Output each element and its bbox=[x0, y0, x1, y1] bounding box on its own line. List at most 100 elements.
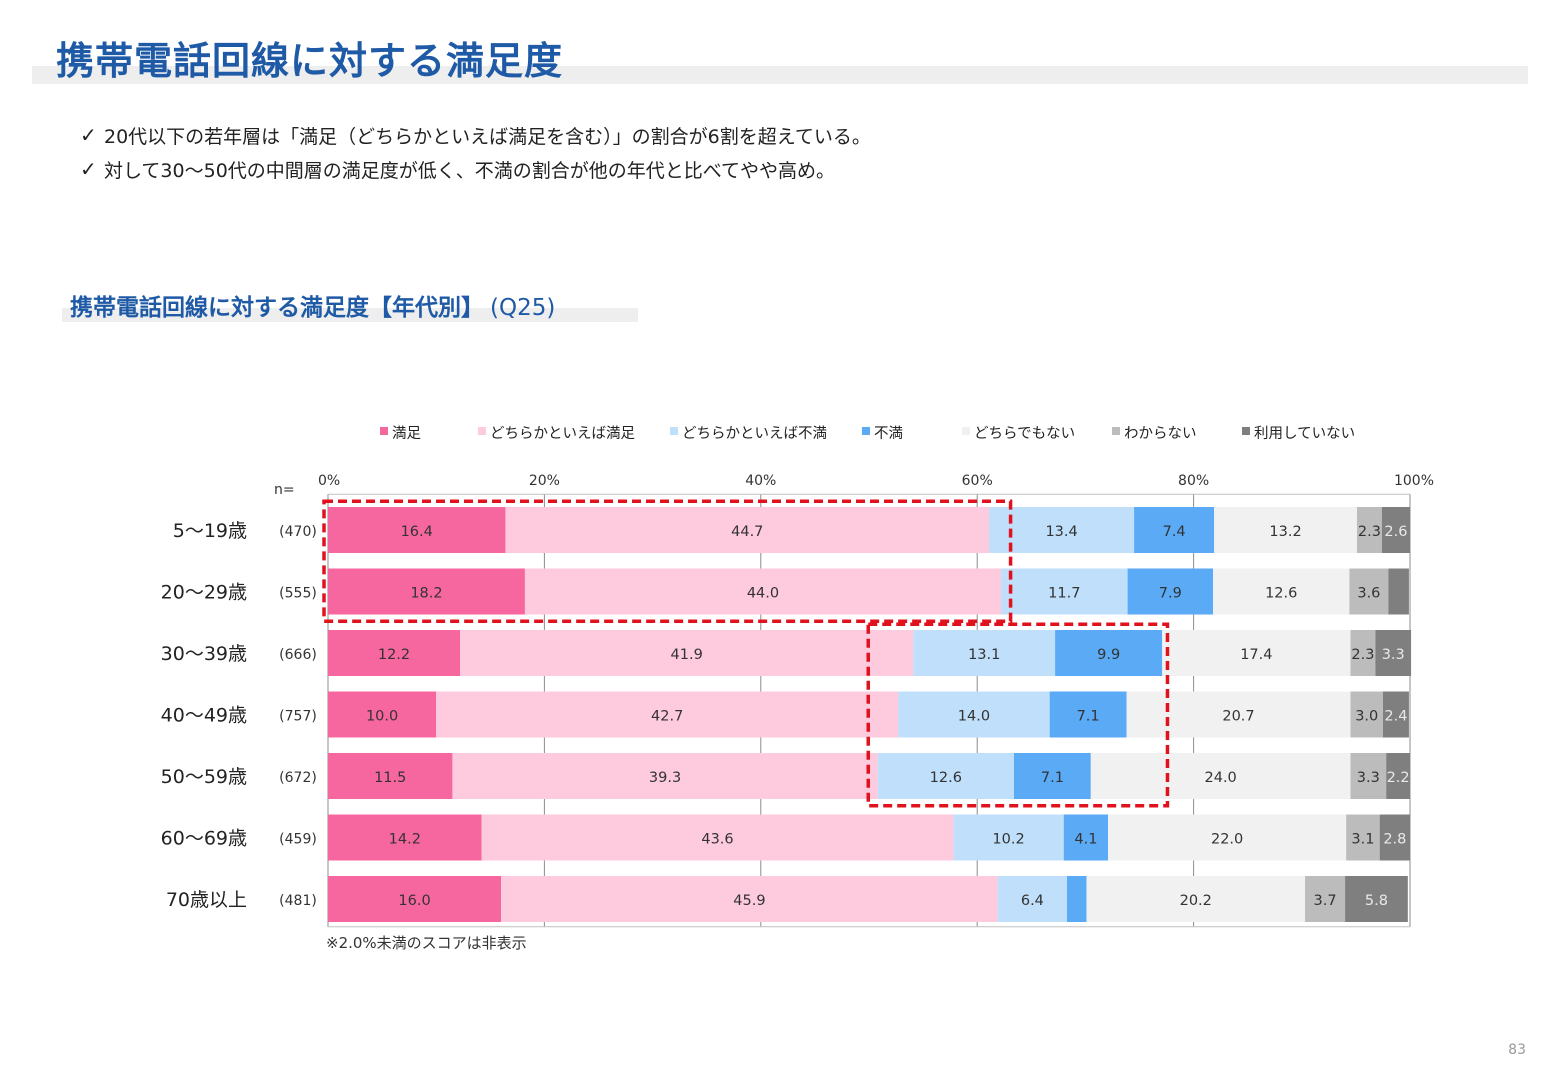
bar-segment bbox=[328, 814, 482, 861]
bar-value-label: 3.7 bbox=[1314, 893, 1337, 909]
n-value-label: (672) bbox=[279, 770, 317, 786]
legend-swatch bbox=[862, 427, 870, 435]
bar-value-label: 2.2 bbox=[1387, 770, 1410, 786]
legend-swatch bbox=[1242, 427, 1250, 435]
bar-segment bbox=[1086, 876, 1306, 922]
bar-segment bbox=[898, 691, 1050, 738]
highlight-box bbox=[322, 499, 1013, 623]
bar-value-label: 16.0 bbox=[398, 893, 430, 909]
summary-bullet: ✓ 20代以下の若年層は「満足（どちらかといえば満足を含む）」の割合が6割を超え… bbox=[80, 118, 871, 152]
bar-value-label: 41.9 bbox=[671, 647, 703, 663]
bar-value-label: 20.2 bbox=[1180, 893, 1212, 909]
n-value-label: (470) bbox=[279, 524, 317, 540]
x-tick-label: 80% bbox=[1178, 473, 1209, 489]
bar-segment bbox=[953, 814, 1064, 861]
legend-swatch bbox=[380, 427, 388, 435]
bar-value-label: 4.1 bbox=[1074, 832, 1097, 848]
bar-segment bbox=[1001, 568, 1128, 615]
bar-segment bbox=[1063, 814, 1109, 861]
bar-value-label: 2.4 bbox=[1384, 709, 1407, 725]
bar-segment bbox=[1108, 814, 1347, 861]
bar-segment bbox=[436, 691, 899, 738]
page-title: 携帯電話回線に対する満足度 bbox=[56, 39, 564, 83]
n-value-label: (555) bbox=[279, 586, 317, 602]
bar-segment bbox=[1382, 691, 1409, 738]
bar-segment bbox=[452, 753, 878, 799]
bar-segment bbox=[1345, 876, 1408, 922]
bar-value-label: 9.9 bbox=[1097, 647, 1120, 663]
bar-value-label: 6.4 bbox=[1021, 893, 1044, 909]
bar-segment bbox=[328, 630, 461, 676]
category-label: 50～59歳 bbox=[161, 766, 247, 788]
bar-segment bbox=[1214, 507, 1357, 553]
bar-segment bbox=[505, 507, 990, 553]
bullet-text: 対して30～50代の中間層の満足度が低く、不満の割合が他の年代と比べてやや高め。 bbox=[104, 159, 836, 182]
bar-segment bbox=[1379, 814, 1410, 861]
bar-value-label: 2.3 bbox=[1351, 647, 1374, 663]
bar-value-label: 12.6 bbox=[1265, 586, 1297, 602]
bar-value-label: 2.6 bbox=[1384, 524, 1407, 540]
bar-segment bbox=[1381, 507, 1410, 553]
legend-label: 利用していない bbox=[1254, 425, 1355, 442]
bar-value-label: 12.2 bbox=[378, 647, 410, 663]
chart-question-id: (Q25) bbox=[490, 295, 556, 321]
highlight-box bbox=[866, 622, 1170, 808]
legend-label: わからない bbox=[1124, 425, 1197, 442]
summary-bullet: ✓ 対して30～50代の中間層の満足度が低く、不満の割合が他の年代と比べてやや高… bbox=[80, 152, 871, 186]
bar-segment bbox=[1350, 753, 1387, 799]
bar-value-label: 44.7 bbox=[731, 524, 763, 540]
bar-value-label: 11.7 bbox=[1048, 586, 1080, 602]
chart-note: ※2.0%未満のスコアは非表示 bbox=[326, 934, 527, 952]
n-value-label: (666) bbox=[279, 647, 317, 663]
bar-segment bbox=[501, 876, 998, 922]
bar-segment bbox=[1013, 753, 1091, 799]
bar-value-label: 5.8 bbox=[1365, 893, 1388, 909]
bar-value-label: 12.6 bbox=[930, 770, 962, 786]
bar-value-label: 14.2 bbox=[389, 832, 421, 848]
bar-value-label: 7.1 bbox=[1041, 770, 1064, 786]
x-tick-label: 100% bbox=[1394, 473, 1434, 489]
summary-bullets: ✓ 20代以下の若年層は「満足（どちらかといえば満足を含む）」の割合が6割を超え… bbox=[80, 118, 871, 186]
bar-value-label: 42.7 bbox=[651, 709, 683, 725]
bar-segment bbox=[1049, 691, 1127, 738]
bar-segment bbox=[328, 753, 453, 799]
bar-value-label: 2.3 bbox=[1358, 524, 1381, 540]
bar-segment bbox=[1134, 507, 1215, 553]
bar-segment bbox=[1386, 753, 1410, 799]
bar-value-label: 39.3 bbox=[649, 770, 681, 786]
bar-segment bbox=[1090, 753, 1351, 799]
bar-segment bbox=[524, 568, 1002, 615]
check-icon: ✓ bbox=[80, 157, 97, 181]
bar-segment bbox=[481, 814, 954, 861]
bar-value-label: 3.0 bbox=[1355, 709, 1378, 725]
legend-swatch bbox=[478, 427, 486, 435]
bar-segment bbox=[1388, 568, 1409, 615]
bar-segment bbox=[1356, 507, 1382, 553]
legend-swatch bbox=[670, 427, 678, 435]
x-tick-label: 60% bbox=[962, 473, 993, 489]
legend-label: 満足 bbox=[392, 425, 421, 442]
legend-label: どちらでもない bbox=[974, 425, 1075, 442]
bar-segment bbox=[1349, 568, 1389, 615]
page-number: 83 bbox=[1508, 1042, 1526, 1058]
bar-segment bbox=[328, 876, 502, 922]
bar-segment bbox=[1350, 630, 1376, 676]
bar-value-label: 44.0 bbox=[747, 586, 779, 602]
bar-value-label: 7.1 bbox=[1077, 709, 1100, 725]
bar-value-label: 3.3 bbox=[1357, 770, 1380, 786]
bar-segment bbox=[328, 568, 525, 615]
bar-value-label: 10.0 bbox=[366, 709, 398, 725]
bar-value-label: 43.6 bbox=[701, 832, 733, 848]
category-label: 20～29歳 bbox=[161, 582, 247, 604]
bar-segment bbox=[1067, 876, 1087, 922]
bar-segment bbox=[328, 691, 437, 738]
bar-value-label: 13.4 bbox=[1045, 524, 1077, 540]
bar-value-label: 24.0 bbox=[1205, 770, 1237, 786]
legend-label: 不満 bbox=[874, 425, 903, 442]
bar-segment bbox=[1375, 630, 1412, 676]
bar-segment bbox=[1350, 691, 1383, 738]
bar-value-label: 2.8 bbox=[1383, 832, 1406, 848]
legend-swatch bbox=[1112, 427, 1120, 435]
bar-value-label: 18.2 bbox=[410, 586, 442, 602]
